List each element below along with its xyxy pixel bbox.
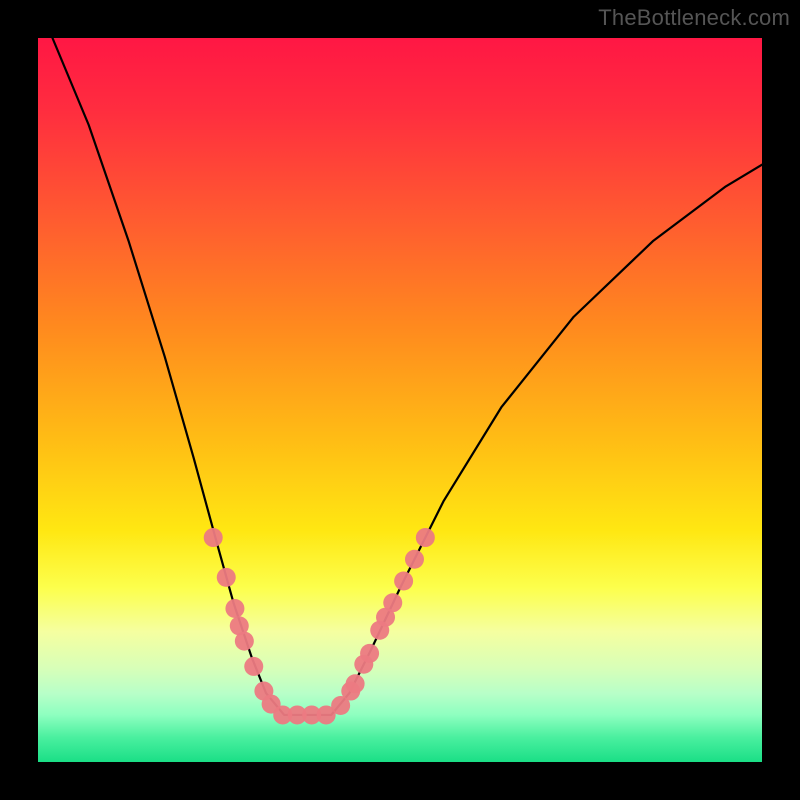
data-marker xyxy=(244,657,263,676)
bottleneck-chart xyxy=(0,0,800,800)
data-marker xyxy=(235,632,254,651)
data-marker xyxy=(204,528,223,547)
plot-gradient-rect xyxy=(38,38,762,762)
data-marker xyxy=(225,599,244,618)
data-marker xyxy=(360,644,379,663)
data-marker xyxy=(416,528,435,547)
data-marker xyxy=(217,568,236,587)
watermark-label: TheBottleneck.com xyxy=(598,5,790,31)
data-marker xyxy=(383,593,402,612)
data-marker xyxy=(405,550,424,569)
chart-container: TheBottleneck.com xyxy=(0,0,800,800)
data-marker xyxy=(346,674,365,693)
data-marker xyxy=(394,572,413,591)
